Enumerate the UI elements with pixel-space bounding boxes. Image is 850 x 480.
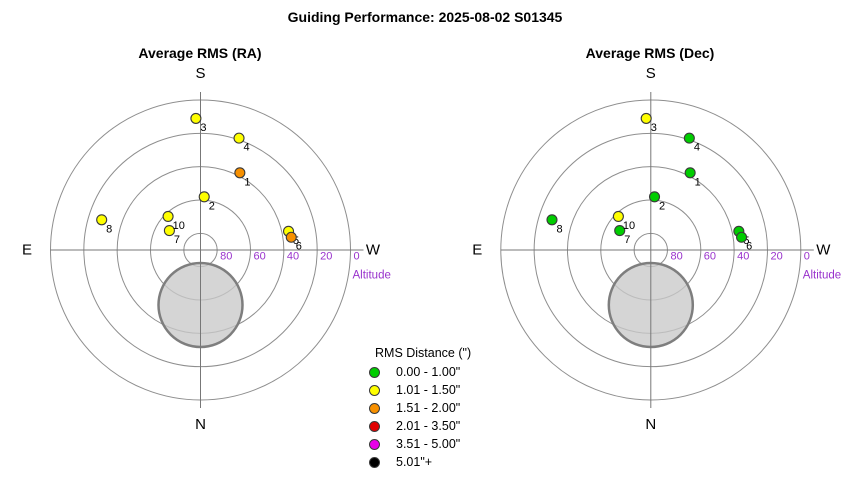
data-point [96, 214, 108, 226]
altitude-tick-label: 60 [254, 251, 266, 263]
data-point [546, 214, 558, 226]
point-label: 10 [623, 220, 635, 232]
point-label: 1 [695, 176, 701, 188]
data-point [163, 225, 175, 237]
page-title: Guiding Performance: 2025-08-02 S01345 [287, 9, 563, 25]
altitude-tick-label: 40 [287, 251, 299, 263]
plot-title-dec: Average RMS (Dec) [585, 45, 715, 61]
legend-item-label: 0.00 - 1.00" [396, 365, 461, 379]
data-point [736, 231, 748, 243]
legend-color-dot [369, 384, 380, 396]
data-point [640, 112, 652, 124]
compass-label-west: W [366, 242, 381, 259]
point-label: 7 [174, 234, 180, 246]
compass-label-east: E [22, 242, 32, 259]
point-label: 3 [651, 122, 657, 134]
data-point [614, 225, 626, 237]
compass-label-north: N [645, 416, 656, 433]
point-label: 5 [293, 235, 299, 247]
legend-title: RMS Distance (") [375, 346, 472, 360]
data-point [234, 167, 246, 179]
rms-legend: RMS Distance (") 0.00 - 1.00" 1.01 - 1.50… [364, 346, 494, 471]
point-label: 7 [624, 234, 630, 246]
dec-chart: 80 60 40 20 0 Altitude S N E W 1 2 3 4 56 7 8 10 [472, 65, 841, 433]
legend-item: 3.51 - 5.00" [364, 435, 494, 453]
data-point [683, 132, 695, 144]
point-label: 3 [200, 122, 206, 134]
legend-item: 0.00 - 1.00" [364, 363, 494, 381]
point-label: 2 [209, 200, 215, 212]
legend-color-dot [369, 402, 380, 414]
data-point [285, 231, 297, 243]
legend-item: 5.01"+ [364, 453, 494, 471]
plot-title-ra: Average RMS (RA) [138, 45, 262, 61]
point-label: 2 [659, 200, 665, 212]
data-point [612, 210, 624, 222]
legend-item: 2.01 - 3.50" [364, 417, 494, 435]
legend-color-dot [369, 420, 380, 432]
data-point [648, 191, 661, 203]
altitude-tick-label: 0 [354, 251, 360, 263]
legend-color-dot [369, 438, 380, 450]
altitude-axis-label: Altitude [803, 270, 841, 282]
altitude-tick-label: 80 [220, 251, 232, 263]
point-label: 4 [244, 142, 250, 154]
legend-item: 1.01 - 1.50" [364, 381, 494, 399]
legend-item-label: 3.51 - 5.00" [396, 437, 461, 451]
altitude-tick-label: 20 [770, 251, 782, 263]
legend-item: 1.51 - 2.00" [364, 399, 494, 417]
altitude-tick-label: 80 [670, 251, 682, 263]
compass-label-south: S [195, 65, 205, 82]
point-label: 6 [296, 241, 302, 253]
compass-label-west: W [816, 242, 831, 259]
altitude-tick-label: 20 [320, 251, 332, 263]
data-point [684, 167, 696, 179]
compass-label-east: E [472, 242, 482, 259]
point-label: 8 [106, 223, 112, 235]
point-label: 5 [743, 235, 749, 247]
legend-color-dot [369, 456, 380, 468]
ra-chart: 80 60 40 20 0 Altitude S N E W 1 2 3 4 56 7 8 10 [22, 65, 391, 433]
legend-item-label: 1.01 - 1.50" [396, 383, 461, 397]
altitude-axis-label: Altitude [353, 270, 391, 282]
point-label: 1 [244, 176, 250, 188]
altitude-tick-label: 60 [704, 251, 716, 263]
altitude-tick-label: 40 [737, 251, 749, 263]
point-label: 6 [746, 241, 752, 253]
legend-item-label: 2.01 - 3.50" [396, 419, 461, 433]
data-point [198, 191, 210, 203]
altitude-tick-label: 0 [804, 251, 810, 263]
point-label: 4 [694, 142, 700, 154]
legend-item-label: 1.51 - 2.00" [396, 401, 461, 415]
legend-items: 0.00 - 1.00" 1.01 - 1.50" 1.51 - 2.00" 2.01… [364, 363, 494, 471]
point-label: 10 [173, 220, 185, 232]
legend-color-dot [369, 366, 380, 378]
compass-label-north: N [195, 416, 206, 433]
data-point [162, 210, 174, 222]
point-label: 8 [556, 223, 562, 235]
legend-item-label: 5.01"+ [396, 455, 433, 469]
compass-label-south: S [646, 65, 656, 82]
data-point [190, 112, 202, 124]
data-point [233, 132, 245, 144]
